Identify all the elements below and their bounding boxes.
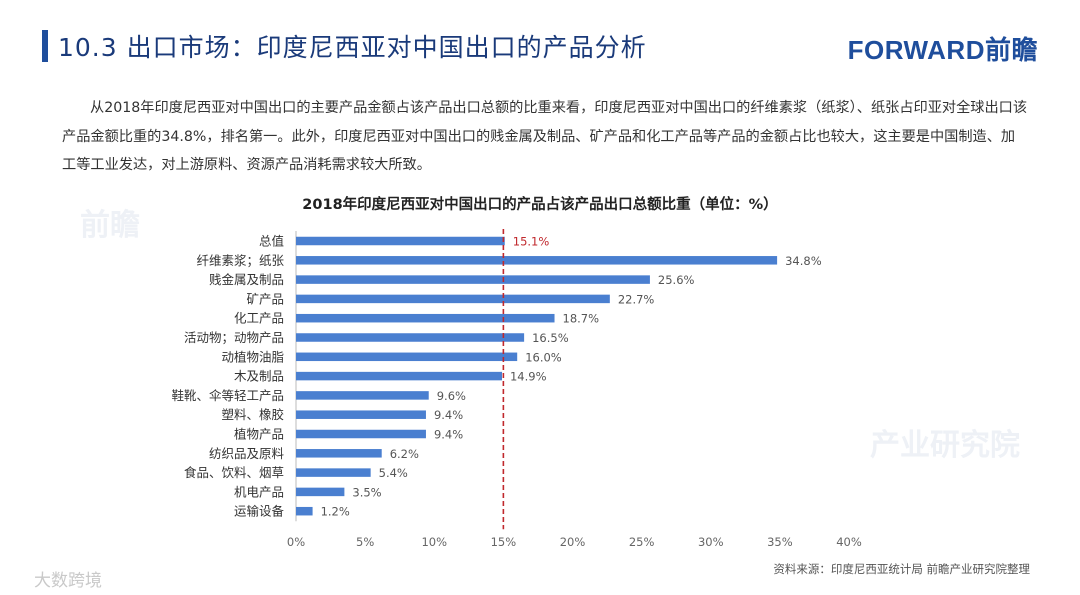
value-label-9: 9.4%	[434, 408, 463, 422]
category-label-8: 鞋靴、伞等轻工产品	[171, 388, 284, 403]
brand-logo: FORWARD前瞻	[847, 35, 1038, 65]
x-tick-label-0: 0%	[287, 535, 305, 549]
category-label-3: 矿产品	[246, 291, 284, 306]
x-tick-label-2: 10%	[421, 535, 447, 549]
x-tick-label-5: 25%	[629, 535, 655, 549]
value-label-3: 22.7%	[618, 292, 655, 306]
value-label-5: 16.5%	[532, 331, 569, 345]
value-label-0: 15.1%	[513, 235, 550, 249]
bar-8	[296, 391, 429, 400]
category-label-5: 活动物；动物产品	[184, 330, 284, 345]
category-label-4: 化工产品	[234, 311, 284, 326]
value-label-8: 9.6%	[437, 389, 466, 403]
category-label-13: 机电产品	[234, 484, 284, 499]
bar-6	[296, 352, 518, 362]
value-label-10: 9.4%	[434, 428, 463, 442]
x-tick-label-3: 15%	[491, 535, 517, 549]
bar-3	[296, 294, 610, 304]
category-label-9: 塑料、橡胶	[221, 407, 284, 422]
bar-13	[296, 487, 345, 497]
value-label-1: 34.8%	[785, 254, 822, 268]
category-label-11: 纺织品及原料	[209, 446, 285, 461]
x-tick-label-7: 35%	[767, 535, 793, 549]
x-tick-label-1: 5%	[356, 535, 374, 549]
category-label-2: 贱金属及制品	[209, 272, 284, 287]
page-title: 10.3 出口市场：印度尼西亚对中国出口的产品分析	[58, 33, 647, 62]
bar-14	[296, 506, 313, 516]
summary-paragraph: 从2018年印度尼西亚对中国出口的主要产品金额占该产品出口总额的比重来看，印度尼…	[62, 100, 1028, 173]
bar-12	[296, 468, 371, 477]
bar-4	[296, 313, 555, 323]
category-label-10: 植物产品	[234, 427, 284, 442]
value-label-7: 14.9%	[510, 370, 547, 384]
category-label-7: 木及制品	[234, 369, 284, 384]
value-label-13: 3.5%	[352, 485, 381, 499]
category-label-6: 动植物油脂	[221, 349, 284, 364]
x-tick-label-8: 40%	[836, 535, 862, 549]
category-label-1: 纤维素浆；纸张	[196, 253, 284, 268]
category-label-0: 总值	[259, 234, 284, 249]
value-label-6: 16.0%	[525, 350, 562, 364]
bar-9	[296, 410, 426, 419]
bar-10	[296, 429, 426, 439]
value-label-11: 6.2%	[390, 447, 419, 461]
source-note: 资料来源：印度尼西亚统计局 前瞻产业研究院整理	[773, 562, 1030, 576]
x-tick-label-6: 30%	[698, 535, 724, 549]
category-label-14: 运输设备	[234, 504, 285, 519]
category-label-12: 食品、饮料、烟草	[184, 465, 284, 480]
bar-11	[296, 449, 382, 458]
value-label-12: 5.4%	[379, 466, 408, 480]
value-label-14: 1.2%	[321, 505, 350, 519]
x-tick-label-4: 20%	[560, 535, 586, 549]
bar-2	[296, 275, 650, 284]
value-label-4: 18.7%	[563, 312, 600, 326]
bar-0	[296, 236, 505, 246]
bar-7	[296, 371, 502, 381]
bar-1	[296, 256, 778, 265]
chart-title: 2018年印度尼西亚对中国出口的产品占该产品出口总额比重（单位：%）	[302, 197, 778, 213]
value-label-2: 25.6%	[658, 273, 695, 287]
title-accent-bar	[42, 30, 48, 62]
watermark-text: 大数跨境	[34, 571, 102, 591]
bar-5	[296, 333, 525, 342]
